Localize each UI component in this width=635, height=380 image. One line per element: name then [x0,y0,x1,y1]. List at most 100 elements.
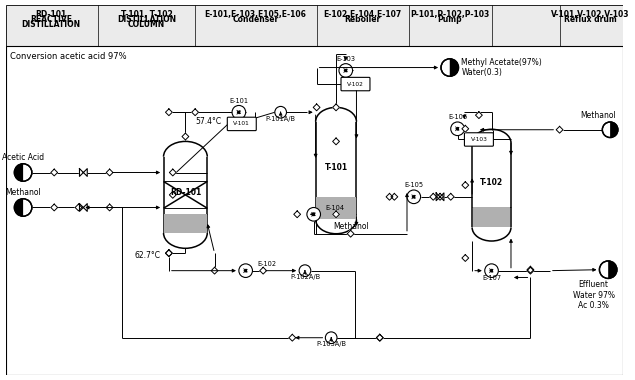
Polygon shape [333,104,340,111]
Polygon shape [51,204,58,211]
Polygon shape [170,169,176,176]
Polygon shape [391,193,398,200]
Text: E-105: E-105 [404,182,424,188]
Text: REACTIVE: REACTIVE [30,15,72,24]
Circle shape [275,106,286,118]
Polygon shape [106,204,113,211]
Polygon shape [436,193,444,201]
Polygon shape [347,230,354,237]
Polygon shape [527,267,534,274]
Circle shape [339,64,352,77]
Text: T-102: T-102 [480,178,503,187]
Polygon shape [170,192,176,198]
Text: Methanol: Methanol [5,188,41,197]
Text: E-102: E-102 [257,261,276,267]
Polygon shape [377,334,383,341]
Circle shape [325,332,337,344]
Polygon shape [437,193,443,200]
Text: P-102A/B: P-102A/B [290,274,320,280]
Text: RD-101: RD-101 [170,188,201,197]
Bar [6,5,623,46]
Text: E-107: E-107 [482,276,501,281]
Text: Methanol: Methanol [333,222,369,231]
Polygon shape [377,334,383,341]
FancyBboxPatch shape [341,78,370,91]
Text: V-101: V-101 [234,122,250,127]
Polygon shape [462,182,469,188]
Circle shape [451,122,464,136]
Polygon shape [166,109,172,116]
Polygon shape [462,125,469,132]
FancyBboxPatch shape [227,117,257,131]
Polygon shape [79,169,87,176]
Polygon shape [447,193,454,200]
FancyBboxPatch shape [464,133,493,146]
Polygon shape [462,255,469,261]
Polygon shape [527,266,534,273]
Wedge shape [608,261,617,279]
Text: T-101: T-101 [324,163,347,172]
Wedge shape [450,59,458,76]
Polygon shape [476,112,483,119]
Text: Methyl Acetate(97%)
Water(0.3): Methyl Acetate(97%) Water(0.3) [462,58,542,77]
Text: E-106: E-106 [448,114,467,120]
Wedge shape [610,122,618,138]
Wedge shape [15,164,23,181]
Wedge shape [15,199,23,216]
Circle shape [232,105,246,119]
Polygon shape [192,109,199,116]
Polygon shape [289,334,296,341]
Circle shape [407,190,420,204]
Text: Condenser: Condenser [232,15,279,24]
Text: Acetic Acid: Acetic Acid [2,153,44,162]
Polygon shape [333,211,340,218]
Text: E-103: E-103 [337,56,355,62]
Polygon shape [430,193,437,200]
Bar [164,214,207,233]
Circle shape [441,59,458,76]
Text: 57.4°C: 57.4°C [195,117,221,126]
Text: V-101,V-102,V-103: V-101,V-102,V-103 [551,10,630,19]
Polygon shape [260,267,267,274]
Polygon shape [211,267,218,274]
Circle shape [15,164,32,181]
Circle shape [299,265,311,277]
Polygon shape [166,250,172,257]
Text: P-103A/B: P-103A/B [316,342,346,347]
Text: Reflux drum: Reflux drum [565,15,617,24]
Polygon shape [51,169,58,176]
Text: Pump: Pump [438,15,462,24]
Text: 62.7°C: 62.7°C [135,251,161,260]
Polygon shape [333,138,340,145]
Polygon shape [294,211,300,218]
Bar [472,143,511,227]
Polygon shape [182,133,189,140]
Polygon shape [386,193,393,200]
Text: DISTILLATION: DISTILLATION [22,20,81,29]
Text: T-101, T-102: T-101, T-102 [121,10,173,19]
Circle shape [603,122,618,138]
Bar [316,197,356,219]
Text: Conversion acetic acid 97%: Conversion acetic acid 97% [10,52,127,61]
Text: RD-101: RD-101 [36,10,67,19]
Text: P-101,P-102,P-103: P-101,P-102,P-103 [410,10,490,19]
Circle shape [239,264,253,277]
Text: Effluent
Water 97%
Ac 0.3%: Effluent Water 97% Ac 0.3% [573,280,615,310]
Circle shape [307,207,321,221]
Text: COLUMN: COLUMN [128,20,165,29]
Circle shape [599,261,617,279]
Text: E-104: E-104 [325,206,344,211]
Text: V-102: V-102 [347,82,364,87]
Polygon shape [79,204,87,211]
Bar [316,122,356,219]
Text: E-101,E-103,E105,E-106: E-101,E-103,E105,E-106 [204,10,306,19]
Text: P-101A/B: P-101A/B [265,116,296,122]
Polygon shape [166,250,172,257]
Text: E-101: E-101 [229,98,248,103]
Text: Reboiler: Reboiler [344,15,380,24]
Text: DISTILLATION: DISTILLATION [117,15,176,24]
Polygon shape [556,126,563,133]
Text: E-102,E-104,E-107: E-102,E-104,E-107 [323,10,401,19]
Polygon shape [106,169,113,176]
Polygon shape [75,204,82,211]
